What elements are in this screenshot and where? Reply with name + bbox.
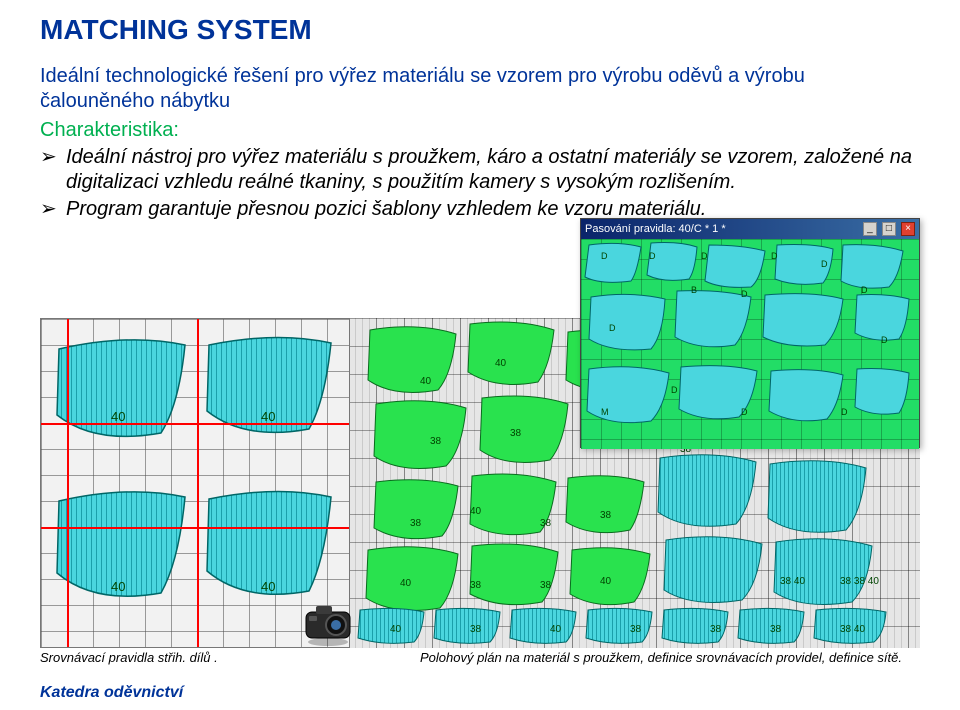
pattern-label: 38 [470,580,481,591]
pattern-label: 38 [430,436,441,447]
subheading: Charakteristika: [0,114,960,143]
pattern-label: 40 [600,576,611,587]
footer: Katedra oděvnictví [40,684,183,702]
pattern-label: 38 [630,624,641,635]
pattern-label: 40 [495,358,506,369]
pattern-label: 38 38 40 [840,576,879,587]
figure-area: Pasování pravidla: 40/C * 1 * _ □ × [40,318,920,648]
inset-label: D [671,385,678,395]
pattern-label: 38 [600,510,611,521]
bullet-item: Ideální nástroj pro výřez materiálu s pr… [40,145,920,195]
minimize-icon[interactable]: _ [863,222,877,236]
intro-text: Ideální technologické řešení pro výřez m… [0,46,960,114]
pattern-label: 38 [540,580,551,591]
pattern-label: 38 [770,624,781,635]
inset-label: D [771,251,778,261]
pattern-label: 38 40 [840,624,865,635]
pattern-label: 38 [510,428,521,439]
inset-label: D [741,289,748,299]
inset-label: D [741,407,748,417]
inset-label: D [609,323,616,333]
camera-icon [300,604,356,646]
pattern-label: 38 [710,624,721,635]
inset-label: D [649,251,656,261]
pattern-label: 38 [470,624,481,635]
pattern-label: 40 [400,578,411,589]
pattern-label: 40 [390,624,401,635]
inset-label: D [841,407,848,417]
inset-label: D [861,285,868,295]
inset-title: Pasování pravidla: 40/C * 1 * [585,223,726,235]
inset-label: D [701,251,708,261]
page-title: MATCHING SYSTEM [0,0,960,46]
maximize-icon[interactable]: □ [882,222,896,236]
inset-label: M [601,407,609,417]
pattern-label: 38 40 [780,576,805,587]
close-icon[interactable]: × [901,222,915,236]
bullet-list: Ideální nástroj pro výřez materiálu s pr… [0,143,960,222]
pattern-label: 40 [470,506,481,517]
pattern-label: 40 [550,624,561,635]
window-buttons: _ □ × [861,222,915,236]
inset-titlebar: Pasování pravidla: 40/C * 1 * _ □ × [581,219,919,239]
caption-right: Polohový plán na materiál s proužkem, de… [420,650,920,666]
inset-window: Pasování pravidla: 40/C * 1 * _ □ × [580,218,920,448]
inset-label: B [691,285,697,295]
pattern-label: 40 [420,376,431,387]
caption-left: Srovnávací pravidla střih. dílů . [40,650,218,665]
inset-body: D D D D D D D B D M D D D D [581,239,919,449]
pattern-label: 38 [410,518,421,529]
inset-label: D [881,335,888,345]
pattern-label: 38 [540,518,551,529]
inset-label: D [821,259,828,269]
inset-label: D [601,251,608,261]
